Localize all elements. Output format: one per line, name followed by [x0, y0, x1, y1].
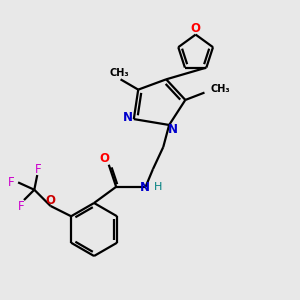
Text: N: N	[140, 181, 150, 194]
Text: O: O	[46, 194, 56, 207]
Text: N: N	[123, 111, 133, 124]
Text: H: H	[154, 182, 162, 192]
Text: CH₃: CH₃	[211, 84, 231, 94]
Text: O: O	[99, 152, 110, 165]
Text: F: F	[18, 200, 24, 213]
Text: F: F	[8, 176, 15, 189]
Text: CH₃: CH₃	[109, 68, 129, 78]
Text: O: O	[190, 22, 201, 35]
Text: N: N	[168, 123, 178, 136]
Text: F: F	[34, 163, 41, 176]
